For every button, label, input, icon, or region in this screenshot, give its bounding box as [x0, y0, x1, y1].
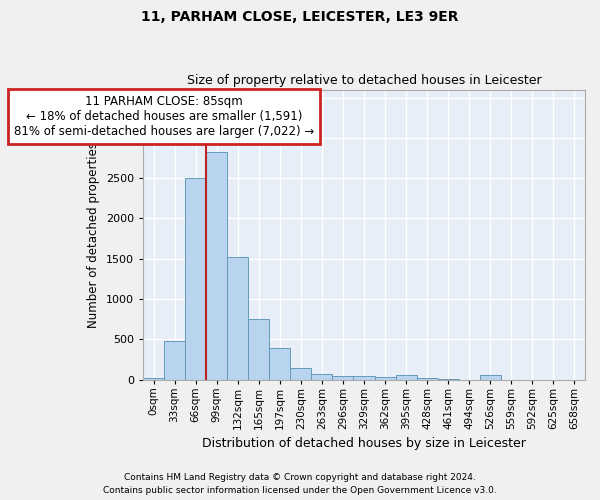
Title: Size of property relative to detached houses in Leicester: Size of property relative to detached ho… — [187, 74, 541, 87]
Y-axis label: Number of detached properties: Number of detached properties — [87, 142, 100, 328]
Bar — [311, 374, 332, 380]
Bar — [164, 342, 185, 380]
Text: Contains HM Land Registry data © Crown copyright and database right 2024.
Contai: Contains HM Land Registry data © Crown c… — [103, 474, 497, 495]
Bar — [374, 377, 395, 380]
Bar — [143, 378, 164, 380]
Bar — [269, 348, 290, 380]
Bar — [395, 375, 416, 380]
Text: 11, PARHAM CLOSE, LEICESTER, LE3 9ER: 11, PARHAM CLOSE, LEICESTER, LE3 9ER — [141, 10, 459, 24]
Bar — [227, 257, 248, 380]
Bar — [332, 376, 353, 380]
Bar — [480, 375, 501, 380]
Bar — [416, 378, 437, 380]
X-axis label: Distribution of detached houses by size in Leicester: Distribution of detached houses by size … — [202, 437, 526, 450]
Bar — [206, 152, 227, 380]
Text: 11 PARHAM CLOSE: 85sqm
← 18% of detached houses are smaller (1,591)
81% of semi-: 11 PARHAM CLOSE: 85sqm ← 18% of detached… — [14, 95, 314, 138]
Bar — [185, 178, 206, 380]
Bar — [248, 319, 269, 380]
Bar — [290, 368, 311, 380]
Bar — [353, 376, 374, 380]
